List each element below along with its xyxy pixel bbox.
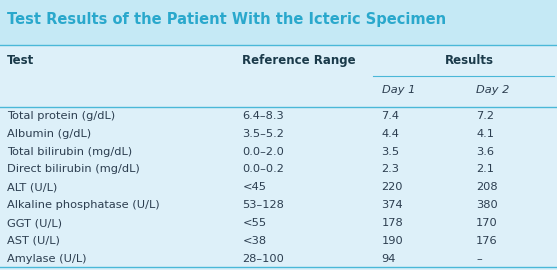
Text: Total protein (g/dL): Total protein (g/dL) <box>7 111 115 121</box>
Text: 94: 94 <box>382 254 396 264</box>
Text: Reference Range: Reference Range <box>242 54 356 67</box>
Text: AST (U/L): AST (U/L) <box>7 236 60 246</box>
Text: 3.5: 3.5 <box>382 147 400 157</box>
Text: Day 1: Day 1 <box>382 85 415 96</box>
Text: Results: Results <box>445 54 494 67</box>
Text: 190: 190 <box>382 236 403 246</box>
Text: Total bilirubin (mg/dL): Total bilirubin (mg/dL) <box>7 147 132 157</box>
Text: 374: 374 <box>382 200 403 210</box>
Text: 4.1: 4.1 <box>476 129 494 139</box>
Text: –: – <box>476 254 482 264</box>
Text: Day 2: Day 2 <box>476 85 510 96</box>
Text: 28–100: 28–100 <box>242 254 284 264</box>
Text: Test Results of the Patient With the Icteric Specimen: Test Results of the Patient With the Ict… <box>7 12 446 27</box>
Text: GGT (U/L): GGT (U/L) <box>7 218 62 228</box>
Text: <55: <55 <box>242 218 266 228</box>
Text: ALT (U/L): ALT (U/L) <box>7 182 57 192</box>
Text: Albumin (g/dL): Albumin (g/dL) <box>7 129 91 139</box>
Text: 3.6: 3.6 <box>476 147 494 157</box>
Text: 3.5–5.2: 3.5–5.2 <box>242 129 284 139</box>
Text: 0.0–2.0: 0.0–2.0 <box>242 147 284 157</box>
Bar <box>0 0 557 45</box>
Text: 53–128: 53–128 <box>242 200 284 210</box>
Text: 6.4–8.3: 6.4–8.3 <box>242 111 284 121</box>
Text: 0.0–0.2: 0.0–0.2 <box>242 164 284 174</box>
Text: 2.3: 2.3 <box>382 164 399 174</box>
Text: 380: 380 <box>476 200 498 210</box>
Text: 176: 176 <box>476 236 498 246</box>
Text: Test: Test <box>7 54 34 67</box>
Text: Amylase (U/L): Amylase (U/L) <box>7 254 86 264</box>
Text: 2.1: 2.1 <box>476 164 494 174</box>
Text: 4.4: 4.4 <box>382 129 399 139</box>
Text: 7.2: 7.2 <box>476 111 494 121</box>
Text: 220: 220 <box>382 182 403 192</box>
Text: <45: <45 <box>242 182 266 192</box>
Text: 178: 178 <box>382 218 403 228</box>
Text: Direct bilirubin (mg/dL): Direct bilirubin (mg/dL) <box>7 164 139 174</box>
Text: 7.4: 7.4 <box>382 111 399 121</box>
Text: 170: 170 <box>476 218 498 228</box>
Text: 208: 208 <box>476 182 498 192</box>
Text: Alkaline phosphatase (U/L): Alkaline phosphatase (U/L) <box>7 200 159 210</box>
Text: <38: <38 <box>242 236 266 246</box>
